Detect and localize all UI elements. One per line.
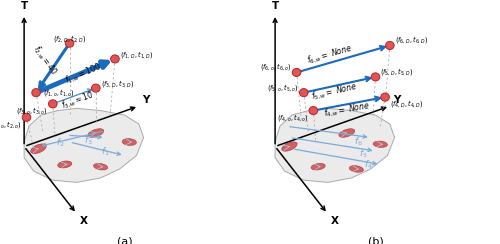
Text: $(f_{3,D},t_{3,D})$: $(f_{3,D},t_{3,D})$ <box>100 78 134 89</box>
Text: $(f_{3,o},t_{3,o})$: $(f_{3,o},t_{3,o})$ <box>16 105 48 116</box>
Text: $(f_{2,o},t_{2,o})$: $(f_{2,o},t_{2,o})$ <box>0 119 22 130</box>
Text: $(f_{4,D},t_{4,D})$: $(f_{4,D},t_{4,D})$ <box>390 98 423 109</box>
Text: $f_{3,w}\approx10$: $f_{3,w}\approx10$ <box>60 89 96 112</box>
Circle shape <box>65 39 74 47</box>
Circle shape <box>300 89 308 97</box>
Text: T: T <box>20 1 28 11</box>
Text: $f_{4,w}=$ None: $f_{4,w}=$ None <box>322 99 371 120</box>
Text: $(f_{5,D},t_{5,D})$: $(f_{5,D},t_{5,D})$ <box>380 66 414 77</box>
Text: (b): (b) <box>368 236 384 244</box>
Text: $f_{5,w}=$ None: $f_{5,w}=$ None <box>310 80 359 103</box>
Text: $f_{2,w}=40$: $f_{2,w}=40$ <box>30 43 59 78</box>
Text: $f_{1,w}=100$: $f_{1,w}=100$ <box>64 60 104 87</box>
Text: $(f_{5,o},t_{5,o})$: $(f_{5,o},t_{5,o})$ <box>268 81 299 92</box>
Ellipse shape <box>282 142 297 151</box>
Circle shape <box>371 73 380 81</box>
Circle shape <box>292 68 301 76</box>
Ellipse shape <box>94 163 108 170</box>
Ellipse shape <box>311 163 325 170</box>
Text: $(f_{1,o},t_{1,o})$: $(f_{1,o},t_{1,o})$ <box>43 87 75 98</box>
Circle shape <box>92 84 100 92</box>
Text: $f_3$: $f_3$ <box>84 135 93 147</box>
Text: $f_2$: $f_2$ <box>56 137 64 149</box>
Ellipse shape <box>339 129 355 137</box>
Text: Y: Y <box>394 95 401 105</box>
Text: $(f_{1,D},t_{1,D})$: $(f_{1,D},t_{1,D})$ <box>120 49 153 60</box>
Ellipse shape <box>373 141 388 147</box>
Text: $f_1$: $f_1$ <box>101 146 110 158</box>
Circle shape <box>22 113 31 121</box>
Circle shape <box>32 89 40 97</box>
Ellipse shape <box>88 129 104 137</box>
Text: $f_5$: $f_5$ <box>359 147 368 160</box>
Circle shape <box>386 41 394 50</box>
Ellipse shape <box>122 139 136 145</box>
Text: X: X <box>332 216 340 226</box>
Text: $f_{6,w}=$ None: $f_{6,w}=$ None <box>306 42 354 67</box>
Text: X: X <box>80 216 88 226</box>
Text: $f_6$: $f_6$ <box>354 136 363 148</box>
Polygon shape <box>24 108 144 183</box>
Polygon shape <box>275 108 394 183</box>
Ellipse shape <box>30 144 46 154</box>
Text: $f_4$: $f_4$ <box>364 159 372 171</box>
Circle shape <box>48 100 57 108</box>
Text: $(f_{4,o},t_{4,o})$: $(f_{4,o},t_{4,o})$ <box>277 112 308 123</box>
Ellipse shape <box>350 166 364 172</box>
Circle shape <box>110 55 120 63</box>
Text: T: T <box>272 1 278 11</box>
Ellipse shape <box>58 161 72 168</box>
Text: $(f_{2,D},t_{2,D})$: $(f_{2,D},t_{2,D})$ <box>53 33 86 44</box>
Text: $(f_{6,o},t_{6,o})$: $(f_{6,o},t_{6,o})$ <box>260 61 292 72</box>
Text: Y: Y <box>142 95 150 105</box>
Text: (a): (a) <box>116 236 132 244</box>
Text: $(f_{6,D},t_{6,D})$: $(f_{6,D},t_{6,D})$ <box>394 34 428 45</box>
Circle shape <box>309 107 318 115</box>
Circle shape <box>380 93 390 101</box>
